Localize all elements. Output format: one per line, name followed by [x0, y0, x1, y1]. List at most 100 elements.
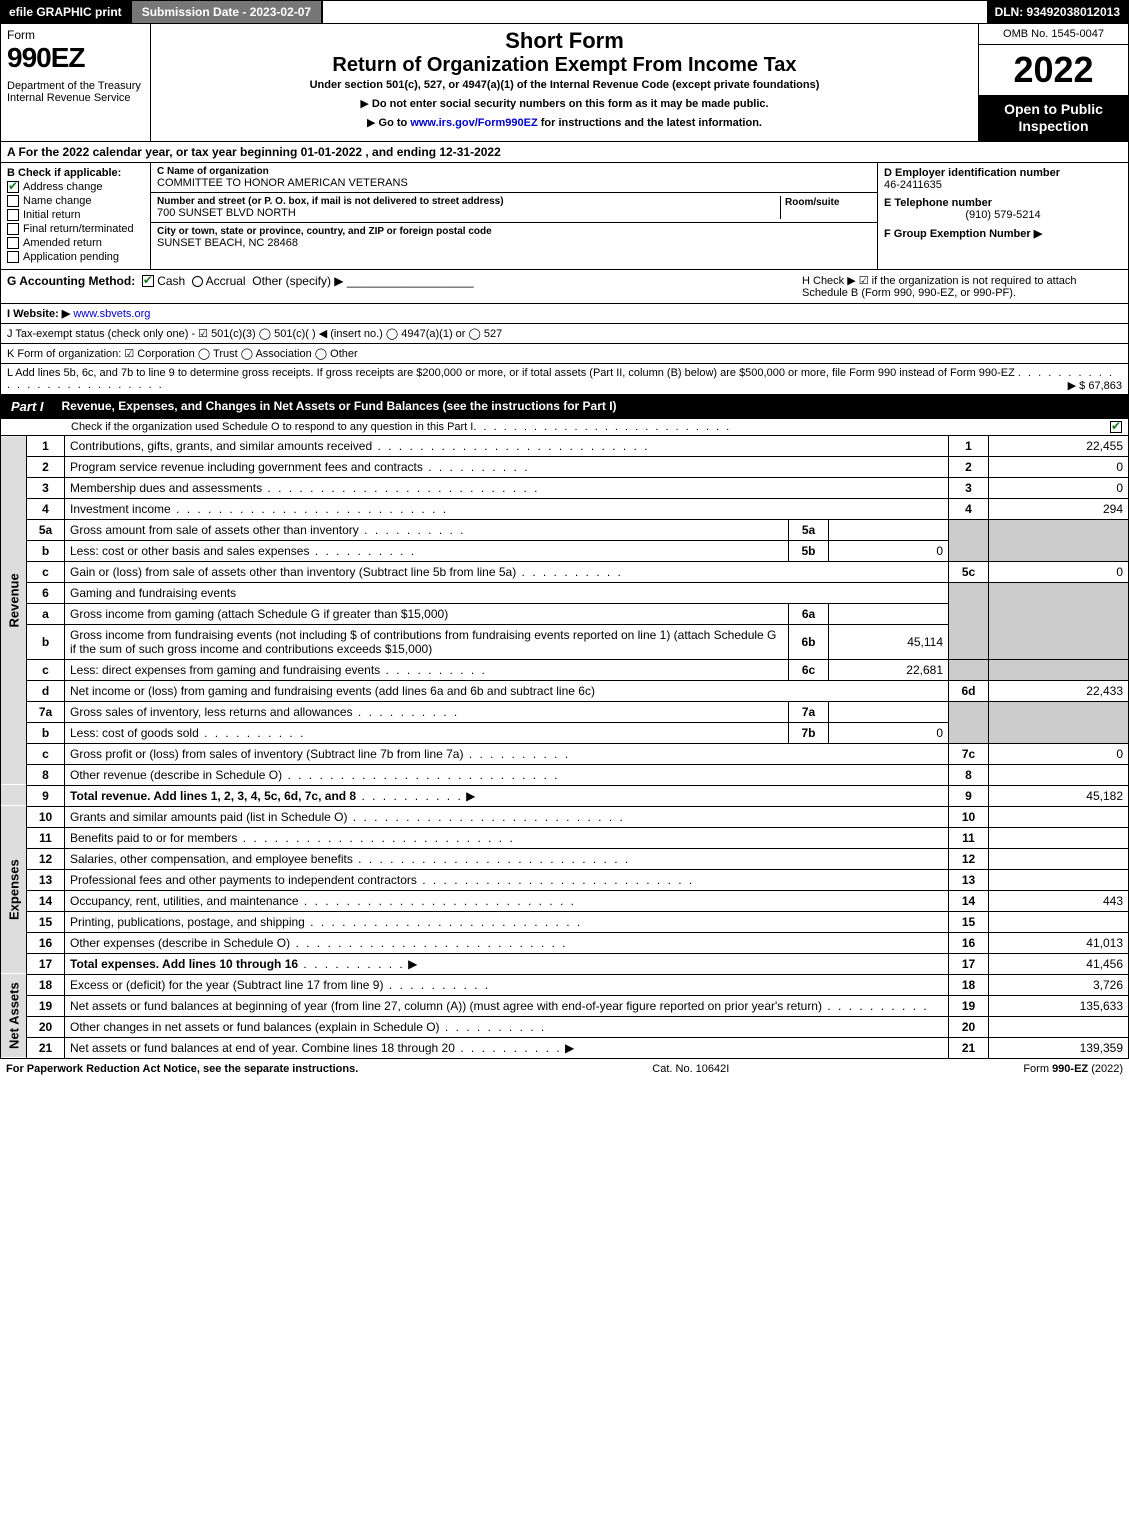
cb-label: Amended return — [23, 237, 102, 249]
line-rval — [989, 827, 1129, 848]
side-blank — [1, 785, 27, 806]
line-rnum: 21 — [949, 1037, 989, 1058]
line-num: 9 — [27, 785, 65, 806]
side-blank — [1, 764, 27, 785]
line-desc: Benefits paid to or for members — [65, 827, 949, 848]
line-rval — [989, 848, 1129, 869]
line-midnum: 7b — [789, 722, 829, 743]
cb-label: Initial return — [23, 209, 80, 221]
shade-cell — [949, 582, 989, 659]
line-rval: 41,456 — [989, 953, 1129, 974]
cb-amended-return[interactable]: Amended return — [7, 237, 144, 249]
line-desc: Gross profit or (loss) from sales of inv… — [65, 743, 949, 764]
line-rval — [989, 764, 1129, 785]
line-rval — [989, 869, 1129, 890]
cb-label: Address change — [23, 181, 103, 193]
tax-year: 2022 — [979, 45, 1128, 95]
line-midval: 22,681 — [829, 659, 949, 680]
side-label-netassets: Net Assets — [1, 974, 27, 1058]
title-return: Return of Organization Exempt From Incom… — [159, 54, 970, 77]
line-desc: Other changes in net assets or fund bala… — [65, 1016, 949, 1037]
g-label: G Accounting Method: — [7, 274, 135, 288]
line-num: 3 — [27, 477, 65, 498]
line-midnum: 5a — [789, 519, 829, 540]
line-desc: Excess or (deficit) for the year (Subtra… — [65, 974, 949, 995]
website-link[interactable]: www.sbvets.org — [73, 308, 150, 320]
cb-name-change[interactable]: Name change — [7, 195, 144, 207]
cb-final-return[interactable]: Final return/terminated — [7, 223, 144, 235]
row-h: H Check ▶ ☑ if the organization is not r… — [802, 274, 1122, 299]
line-desc: Total revenue. Add lines 1, 2, 3, 4, 5c,… — [65, 785, 949, 806]
room-label: Room/suite — [785, 197, 839, 208]
line-num: c — [27, 561, 65, 582]
line-num: 2 — [27, 456, 65, 477]
line-desc: Investment income — [65, 498, 949, 519]
line-desc: Other revenue (describe in Schedule O) — [65, 764, 949, 785]
line-midval — [829, 519, 949, 540]
line-midval: 0 — [829, 722, 949, 743]
efile-print-label[interactable]: efile GRAPHIC print — [1, 1, 130, 23]
line-desc: Gaming and fundraising events — [65, 582, 949, 603]
line-rnum: 4 — [949, 498, 989, 519]
line-num: b — [27, 722, 65, 743]
irs-link[interactable]: www.irs.gov/Form990EZ — [410, 117, 537, 129]
line-rval: 41,013 — [989, 932, 1129, 953]
line-num: d — [27, 680, 65, 701]
line-desc: Program service revenue including govern… — [65, 456, 949, 477]
line-num: 19 — [27, 995, 65, 1016]
footer-right: Form 990-EZ (2022) — [1023, 1063, 1123, 1075]
line-num: c — [27, 659, 65, 680]
cb-application-pending[interactable]: Application pending — [7, 251, 144, 263]
row-i: I Website: ▶ www.sbvets.org — [0, 304, 1129, 324]
line-rval: 139,359 — [989, 1037, 1129, 1058]
line-rval: 0 — [989, 456, 1129, 477]
line-midnum: 5b — [789, 540, 829, 561]
line-desc: Contributions, gifts, grants, and simila… — [65, 436, 949, 457]
g-cash: Cash — [157, 274, 185, 288]
part1-title: Revenue, Expenses, and Changes in Net As… — [54, 395, 1128, 417]
line-rnum: 3 — [949, 477, 989, 498]
line-midval — [829, 701, 949, 722]
row-j: J Tax-exempt status (check only one) - ☑… — [0, 324, 1129, 344]
part1-checkbox[interactable] — [1110, 421, 1122, 433]
line-desc: Net assets or fund balances at end of ye… — [65, 1037, 949, 1058]
line-num: 10 — [27, 806, 65, 827]
l-amount: ▶ $ 67,863 — [1068, 379, 1122, 392]
line-midval — [829, 603, 949, 624]
check-icon — [7, 237, 19, 249]
street-row: Number and street (or P. O. box, if mail… — [151, 193, 877, 223]
line-rval: 3,726 — [989, 974, 1129, 995]
line-num: 15 — [27, 911, 65, 932]
line-rval: 0 — [989, 477, 1129, 498]
line-rnum: 11 — [949, 827, 989, 848]
check-icon — [7, 209, 19, 221]
l-text: L Add lines 5b, 6c, and 7b to line 9 to … — [7, 367, 1015, 379]
ein-row: D Employer identification number 46-2411… — [884, 167, 1122, 191]
section-bcdef: B Check if applicable: Address change Na… — [0, 163, 1129, 270]
phone-row: E Telephone number (910) 579-5214 — [884, 197, 1122, 221]
line-rval: 0 — [989, 561, 1129, 582]
top-bar: efile GRAPHIC print Submission Date - 20… — [0, 0, 1129, 24]
footer-left: For Paperwork Reduction Act Notice, see … — [6, 1063, 358, 1075]
line-desc: Grants and similar amounts paid (list in… — [65, 806, 949, 827]
line-rnum: 15 — [949, 911, 989, 932]
header-right: OMB No. 1545-0047 2022 Open to Public In… — [978, 24, 1128, 141]
line-num: 7a — [27, 701, 65, 722]
line-desc: Salaries, other compensation, and employ… — [65, 848, 949, 869]
g-accrual: Accrual — [206, 274, 246, 288]
header-left: Form 990EZ Department of the Treasury In… — [1, 24, 151, 141]
line-midnum: 7a — [789, 701, 829, 722]
group-label: F Group Exemption Number ▶ — [884, 227, 1122, 240]
line-desc: Less: cost or other basis and sales expe… — [65, 540, 789, 561]
line-midval: 45,114 — [829, 624, 949, 659]
part1-table: Revenue 1 Contributions, gifts, grants, … — [0, 436, 1129, 1059]
shade-cell — [949, 519, 989, 561]
phone-value: (910) 579-5214 — [884, 209, 1122, 221]
cb-initial-return[interactable]: Initial return — [7, 209, 144, 221]
city-value: SUNSET BEACH, NC 28468 — [157, 237, 871, 249]
cb-address-change[interactable]: Address change — [7, 181, 144, 193]
shade-cell — [989, 701, 1129, 743]
radio-icon — [192, 276, 203, 287]
line-num: a — [27, 603, 65, 624]
line-rnum: 20 — [949, 1016, 989, 1037]
